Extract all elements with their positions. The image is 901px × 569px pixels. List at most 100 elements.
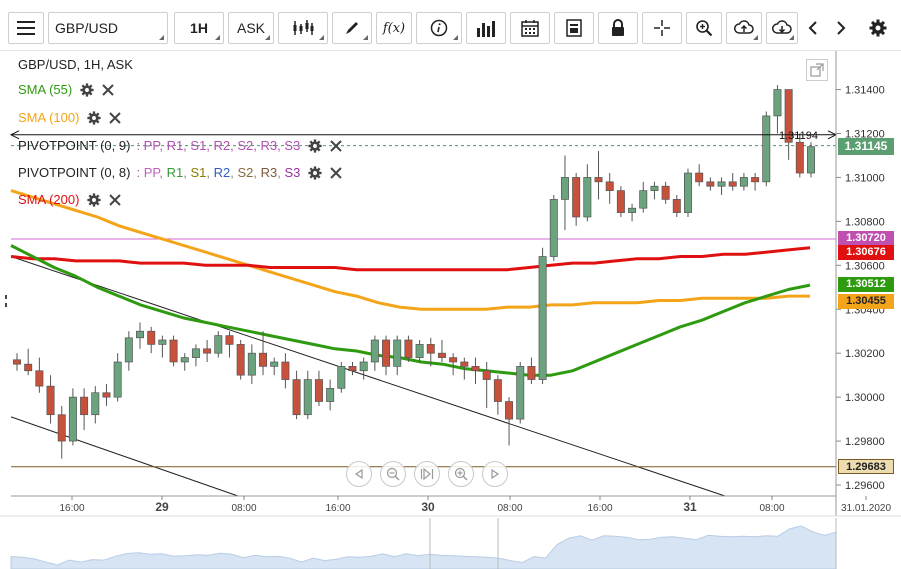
candle-body-up bbox=[583, 177, 592, 218]
pivot8-remove[interactable] bbox=[330, 166, 343, 179]
y-tick-label: 1.30600 bbox=[845, 260, 885, 272]
nav-zoom-in-button[interactable] bbox=[448, 461, 474, 487]
pivot8-param: PP bbox=[143, 165, 160, 180]
candle-body-down bbox=[661, 185, 670, 200]
nav-reset-button[interactable] bbox=[414, 461, 440, 487]
triangle-left-icon bbox=[354, 469, 363, 479]
pivot8-param: S3 bbox=[284, 165, 301, 180]
candle bbox=[706, 177, 715, 191]
y-tick-label: 1.31400 bbox=[845, 85, 885, 97]
lock-button[interactable] bbox=[598, 12, 638, 44]
sma55-line bbox=[10, 244, 811, 377]
caret-icon bbox=[159, 35, 164, 40]
crosshair-button[interactable] bbox=[642, 12, 682, 44]
upload-button[interactable] bbox=[726, 12, 762, 44]
y-tick-label: 1.31200 bbox=[845, 128, 885, 140]
caret-icon bbox=[215, 35, 220, 40]
legend-pivot8: PIVOTPOINT (0, 8) : PP, R1, S1, R2, S2, … bbox=[18, 165, 343, 180]
timeframe-select[interactable]: 1H bbox=[174, 12, 224, 44]
candle-body-down bbox=[706, 181, 715, 187]
fullscreen-button[interactable] bbox=[806, 59, 828, 81]
candle-body-down bbox=[236, 344, 245, 376]
candles bbox=[13, 85, 815, 459]
x-tick-label: 08:00 bbox=[231, 503, 256, 514]
info-button[interactable] bbox=[416, 12, 462, 44]
chevron-left-icon bbox=[808, 21, 817, 35]
menu-button[interactable] bbox=[8, 12, 44, 44]
timeframe-value: 1H bbox=[190, 20, 208, 36]
nav-back-button[interactable] bbox=[346, 461, 372, 487]
sma55-remove[interactable] bbox=[102, 83, 114, 96]
candle-body-up bbox=[91, 392, 100, 416]
trend-channel-lines bbox=[10, 256, 726, 497]
candle-body-down bbox=[672, 199, 681, 213]
candle-body-up bbox=[136, 330, 144, 339]
candle-body-down bbox=[203, 348, 212, 354]
candle-body-up bbox=[359, 361, 368, 372]
scroll-left-button[interactable] bbox=[800, 12, 826, 44]
pivot9-settings[interactable] bbox=[308, 138, 322, 153]
gear-icon bbox=[87, 110, 102, 125]
sma200-remove[interactable] bbox=[109, 193, 122, 206]
indicators-button[interactable]: f(x) bbox=[376, 12, 412, 44]
sma100-remove[interactable] bbox=[109, 111, 122, 124]
candle-body-down bbox=[751, 177, 760, 183]
sma55-settings[interactable] bbox=[80, 82, 94, 97]
zoom-out-icon bbox=[386, 467, 400, 481]
scroll-right-button[interactable] bbox=[828, 12, 854, 44]
candle bbox=[259, 331, 268, 376]
legend-sma100: SMA (100) bbox=[18, 110, 122, 125]
zoom-button[interactable] bbox=[686, 12, 722, 44]
lock-icon bbox=[612, 19, 624, 36]
download-button[interactable] bbox=[766, 12, 798, 44]
draw-tool-button[interactable] bbox=[332, 12, 372, 44]
candle bbox=[214, 331, 223, 358]
sma100-line bbox=[10, 189, 810, 311]
axes: 1.31400 1.31200 1.31000 1.30800 1.30600 1.304… bbox=[0, 50, 901, 517]
candle-body-down bbox=[259, 352, 268, 367]
pivot8-params: : PP, R1, S1, R2, S2, R3, S3 bbox=[136, 165, 300, 180]
candle-body-up bbox=[773, 89, 782, 117]
pivot8-settings[interactable] bbox=[308, 165, 322, 180]
candle-body-down bbox=[80, 396, 89, 416]
info-icon bbox=[430, 19, 448, 37]
candle bbox=[628, 203, 637, 222]
sma200-settings[interactable] bbox=[87, 192, 102, 207]
candle-body-up bbox=[516, 366, 525, 420]
close-icon bbox=[109, 193, 122, 206]
candle bbox=[493, 375, 502, 415]
candle bbox=[527, 357, 536, 384]
candle-body-down bbox=[281, 361, 290, 380]
candle bbox=[236, 340, 245, 380]
candle bbox=[415, 340, 424, 362]
pivot9-remove[interactable] bbox=[330, 139, 342, 152]
volume-button[interactable] bbox=[466, 12, 506, 44]
candle bbox=[516, 361, 525, 424]
settings-button[interactable] bbox=[864, 12, 892, 44]
price-tag: 1.30512 bbox=[838, 277, 894, 293]
chart-type-button[interactable] bbox=[278, 12, 328, 44]
calendar-icon bbox=[521, 20, 539, 37]
sma100-settings[interactable] bbox=[87, 110, 102, 125]
calendar-button[interactable] bbox=[510, 12, 550, 44]
gear-icon bbox=[308, 165, 322, 180]
nav-zoom-out-button[interactable] bbox=[380, 461, 406, 487]
template-button[interactable] bbox=[554, 12, 594, 44]
candle-body-down bbox=[382, 339, 391, 367]
candle-body-down bbox=[348, 366, 357, 372]
candle bbox=[91, 386, 100, 424]
x-tick-label: 31.01.2020 bbox=[841, 503, 891, 514]
gear-icon bbox=[80, 82, 94, 97]
candle bbox=[661, 181, 670, 204]
candle-body-up bbox=[739, 177, 748, 187]
nav-forward-button[interactable] bbox=[482, 461, 508, 487]
caret-icon bbox=[453, 35, 458, 40]
symbol-select[interactable]: GBP/USD bbox=[48, 12, 168, 44]
chevron-right-icon bbox=[837, 21, 846, 35]
price-tag: 1.30455 bbox=[838, 293, 894, 309]
price-type-select[interactable]: ASK bbox=[228, 12, 274, 44]
candle-body-up bbox=[270, 361, 279, 367]
candle bbox=[751, 173, 760, 191]
candle bbox=[270, 357, 279, 376]
